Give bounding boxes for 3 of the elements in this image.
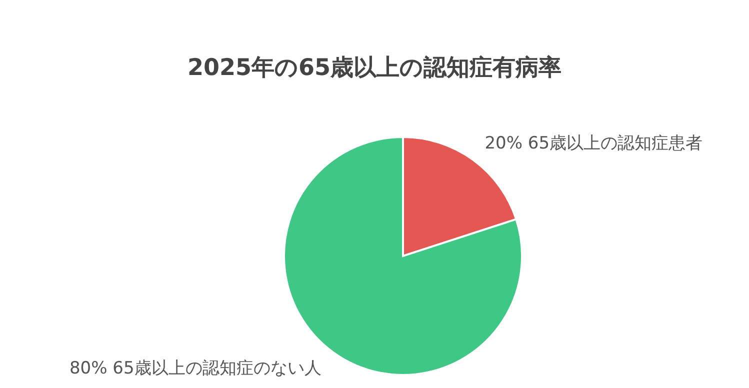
chart-title: 2025年の65歳以上の認知症有病率 [186, 54, 563, 83]
slice-label: 20% 65歳以上の認知症患者 [484, 134, 703, 154]
slice-label: 80% 65歳以上の認知症のない人 [69, 358, 322, 378]
